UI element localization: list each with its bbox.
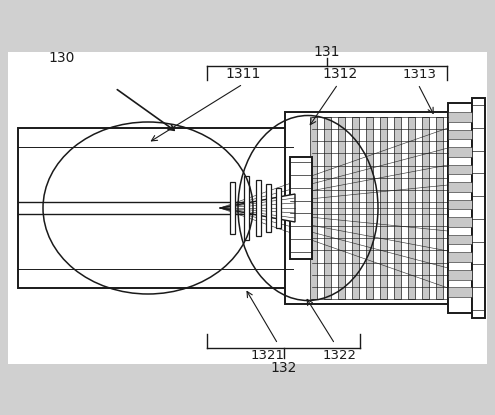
Text: 130: 130: [49, 51, 75, 65]
Bar: [18, 128, 293, 288]
Bar: [448, 270, 472, 280]
Text: 1322: 1322: [323, 349, 357, 361]
Bar: [448, 129, 472, 139]
Bar: [285, 112, 448, 304]
Text: 1321: 1321: [251, 349, 285, 361]
Bar: [448, 217, 472, 227]
Bar: [472, 98, 485, 318]
Bar: [448, 182, 472, 192]
Bar: [290, 157, 312, 259]
Bar: [448, 200, 472, 210]
Bar: [324, 117, 331, 299]
Polygon shape: [220, 194, 295, 222]
Bar: [266, 184, 271, 232]
Bar: [310, 117, 317, 299]
Bar: [448, 235, 472, 244]
Text: 131: 131: [314, 45, 340, 59]
Bar: [448, 252, 472, 262]
Text: 1313: 1313: [403, 68, 437, 81]
Bar: [380, 117, 387, 299]
Bar: [408, 117, 415, 299]
Bar: [276, 188, 281, 228]
Bar: [448, 147, 472, 157]
Bar: [448, 103, 472, 313]
Bar: [366, 117, 373, 299]
Bar: [244, 176, 249, 240]
Bar: [256, 180, 261, 236]
Text: 1312: 1312: [322, 67, 357, 81]
Bar: [448, 288, 472, 297]
Bar: [436, 117, 443, 299]
Bar: [8, 52, 487, 364]
Bar: [394, 117, 401, 299]
Text: 132: 132: [270, 361, 297, 375]
Text: 1311: 1311: [225, 67, 261, 81]
Bar: [422, 117, 429, 299]
Bar: [230, 182, 235, 234]
Bar: [448, 165, 472, 174]
Bar: [338, 117, 345, 299]
Bar: [352, 117, 359, 299]
Bar: [448, 112, 472, 122]
